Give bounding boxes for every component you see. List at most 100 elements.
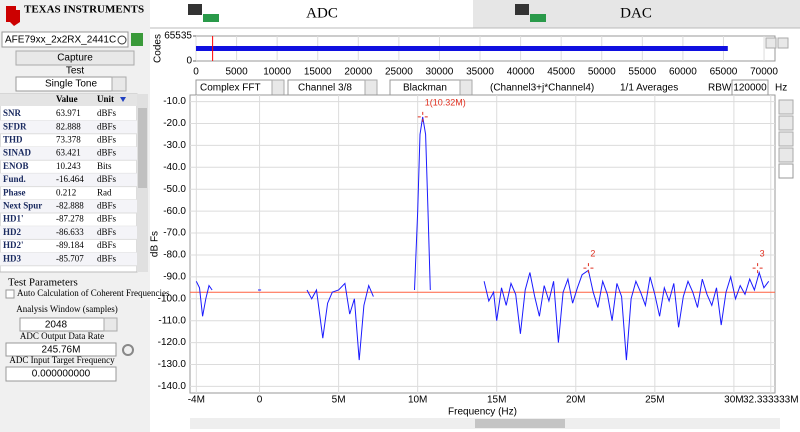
marker-toggle[interactable] <box>778 163 794 179</box>
row-unit: Bits <box>97 161 112 171</box>
strip-x-tick-label: 15000 <box>304 67 332 78</box>
window-dropdown[interactable] <box>459 79 473 96</box>
row-unit: dBFs <box>97 174 117 184</box>
row-band <box>0 147 137 161</box>
x-tick-label: 32.333333M <box>743 395 799 406</box>
strip-x-tick-label: 65000 <box>710 67 738 78</box>
marker-label: 2 <box>590 248 595 258</box>
y-tick-label: -110.0 <box>158 315 186 326</box>
row-band <box>0 173 137 187</box>
row-band <box>0 120 137 134</box>
fft-window: Blackman <box>403 83 447 94</box>
marker-label: 1(10.32M) <box>425 97 466 107</box>
marker-tool[interactable] <box>778 147 794 163</box>
rate-field[interactable] <box>5 342 117 357</box>
channel-dropdown[interactable] <box>364 79 378 96</box>
row-value: -87.278 <box>56 214 84 224</box>
y-tick-label: -10.0 <box>163 96 186 107</box>
row-value: 10.243 <box>56 161 81 171</box>
row-unit: dBFs <box>97 253 117 263</box>
y-tick-label: -70.0 <box>163 228 186 239</box>
row-value: -89.184 <box>56 240 84 250</box>
pan-tool[interactable] <box>778 115 794 131</box>
row-name: SINAD <box>3 148 32 158</box>
mode-dropdown[interactable] <box>271 79 285 96</box>
zoom-tool[interactable] <box>778 99 794 115</box>
strip-y-tick-label: 0 <box>186 56 192 67</box>
averages: 1/1 Averages <box>620 83 678 94</box>
sort-icon[interactable] <box>120 97 126 102</box>
capture-button[interactable] <box>15 50 135 66</box>
x-tick-label: 25M <box>645 395 664 406</box>
y-tick-label: -80.0 <box>163 250 186 261</box>
strip-x-tick-label: 55000 <box>628 67 656 78</box>
row-unit: Rad <box>97 187 112 197</box>
tab-label[interactable]: ADC <box>306 5 338 21</box>
scroll-thumb[interactable] <box>138 108 147 188</box>
x-tick-label: -4M <box>188 395 205 406</box>
row-value: -82.888 <box>56 200 84 210</box>
strip-x-tick-label: 60000 <box>669 67 697 78</box>
settings-icon[interactable] <box>122 344 134 356</box>
row-band <box>0 226 137 240</box>
target-label: ADC Input Target Frequency <box>9 355 115 365</box>
x-tick-label: 0 <box>257 395 263 406</box>
row-name: SNR <box>3 108 22 118</box>
refresh-icon[interactable] <box>117 35 127 45</box>
row-value: 0.212 <box>56 187 76 197</box>
target-field[interactable] <box>5 366 117 382</box>
row-unit: dBFs <box>97 214 117 224</box>
strip-x-tick-label: 30000 <box>426 67 454 78</box>
row-unit: dBFs <box>97 121 117 131</box>
row-unit: dBFs <box>97 240 117 250</box>
row-value: -16.464 <box>56 174 84 184</box>
download-icon[interactable] <box>131 33 143 46</box>
mode: Complex FFT <box>200 83 261 94</box>
row-value: -86.633 <box>56 227 84 237</box>
strip-x-tick-label: 45000 <box>547 67 575 78</box>
y-tick-label: -30.0 <box>163 140 186 151</box>
test-value: Single Tone <box>45 79 98 90</box>
plot-area <box>189 94 776 394</box>
cursor-tool[interactable] <box>778 131 794 147</box>
tab-label[interactable]: DAC <box>620 5 652 21</box>
strip-x-tick-label: 35000 <box>466 67 494 78</box>
row-value: 63.971 <box>56 108 81 118</box>
marker <box>583 263 594 274</box>
row-unit: dBFs <box>97 227 117 237</box>
test-label: Test <box>66 66 85 77</box>
auto-checkbox[interactable] <box>5 289 15 299</box>
column-header: Unit <box>97 94 114 104</box>
zoom-tool[interactable] <box>765 37 777 49</box>
test-dropdown[interactable] <box>111 76 127 92</box>
tab-icon <box>530 14 546 22</box>
y-tick-label: -40.0 <box>163 162 186 173</box>
h-scroll-thumb[interactable] <box>475 419 565 428</box>
marker <box>752 263 763 274</box>
logo-text: TEXAS INSTRUMENTS <box>24 4 144 16</box>
strip-x-tick-label: 25000 <box>385 67 413 78</box>
row-name: ENOB <box>3 161 29 171</box>
strip-y-tick-label: 65535 <box>164 31 192 42</box>
device-field[interactable] <box>1 31 129 48</box>
pan-tool[interactable] <box>777 37 789 49</box>
y-tick-label: -140.0 <box>158 381 187 392</box>
table-header <box>0 94 137 106</box>
strip-x-tick-label: 70000 <box>750 67 778 78</box>
rbw-label: RBW <box>708 83 732 94</box>
row-unit: dBFs <box>97 108 117 118</box>
y-tick-label: -130.0 <box>158 359 187 370</box>
x-tick-label: 15M <box>487 395 506 406</box>
x-tick-label: 20M <box>566 395 585 406</box>
tab-icon <box>515 4 529 15</box>
row-name: Fund. <box>3 174 26 184</box>
row-value: -85.707 <box>56 253 84 263</box>
strip-x-tick-label: 5000 <box>225 67 248 78</box>
target-value: 0.000000000 <box>32 369 91 380</box>
window-label: Analysis Window (samples) <box>16 304 117 314</box>
x-tick-label: 10M <box>408 395 427 406</box>
window-dropdown[interactable] <box>103 317 118 332</box>
row-value: 82.888 <box>56 121 81 131</box>
column-header: Value <box>56 94 78 104</box>
